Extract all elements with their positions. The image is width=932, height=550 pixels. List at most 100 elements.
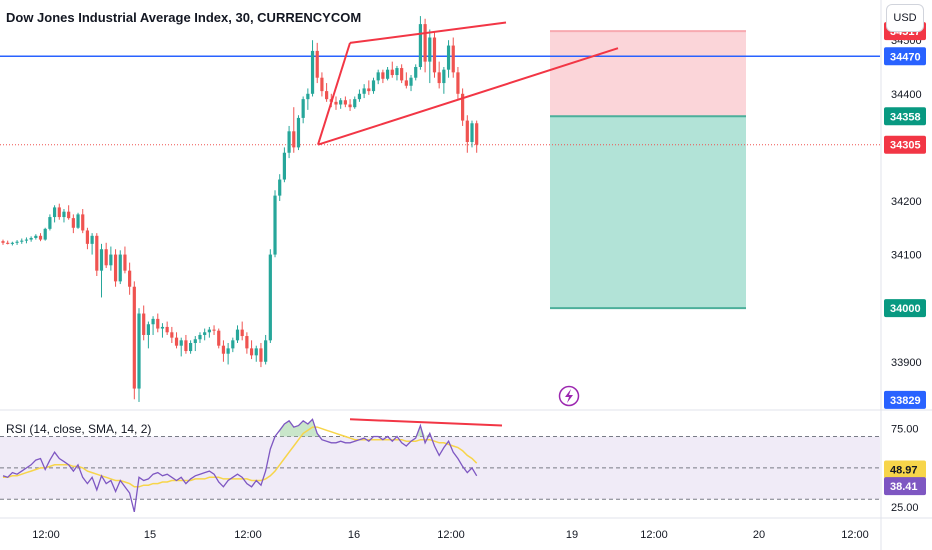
candle-body [451,45,455,73]
candle-body [123,254,127,271]
candle-body [132,286,136,389]
candle-body [10,242,14,244]
rsi-tag [884,477,926,496]
rsi-overbought-fill [279,419,430,437]
x-tick-label: 12:00 [234,529,262,541]
candle-body [174,337,179,346]
candle-body [371,80,376,92]
lightning-icon [558,385,580,407]
candle-body [259,348,263,362]
candle-body [320,77,324,92]
candle-body [353,99,357,108]
price-tag [884,390,926,409]
rsi-tick-label: 25.00 [891,502,919,514]
candle-body [128,270,132,287]
rsi-tag-label: 48.97 [890,465,918,477]
x-tick-label: 12:00 [640,529,668,541]
rsi-title: RSI (14, close, SMA, 14, 2) [6,422,152,436]
candle-body [156,318,160,329]
candle-body [235,329,240,341]
candle-body [20,240,24,242]
candle-body [310,50,315,94]
candle-body [296,117,301,148]
price-tag-label: 33829 [890,395,921,407]
y-tick-label: 34400 [891,89,922,101]
candle-body [418,24,423,67]
candle-body [273,195,277,255]
candle-body [193,339,197,344]
candle-body [461,93,465,121]
candle-body [334,101,338,105]
price-tag-label: 34358 [890,111,921,123]
candle-body [137,313,141,389]
candle-body [240,329,244,337]
currency-button[interactable]: USD [886,4,924,32]
candle-body [67,211,71,219]
candle-body [306,93,310,100]
price-tag-label: 34000 [890,303,921,315]
candle-body [226,348,230,354]
candle-body [357,93,362,100]
y-tick-label: 34100 [891,250,922,262]
price-tag [884,47,926,66]
x-tick-label: 12:00 [437,529,465,541]
rsi-divergence-line [349,418,503,427]
candle-body [409,77,413,86]
candle-body [390,69,394,76]
candle-body [24,239,29,241]
x-tick-label: 19 [566,529,578,541]
candle-body [367,88,371,92]
y-tick-label: 34200 [891,196,922,208]
candle-body [442,69,446,84]
candle-body [52,207,57,218]
candle-body [48,217,52,229]
candle-body [6,242,10,244]
candle-body [15,241,19,243]
candle-body [231,340,235,349]
candle-body [339,100,343,105]
candle-body [348,104,352,108]
candle-body [264,340,268,362]
candle-body [62,211,66,218]
rsi-sma-line [3,426,478,488]
y-tick-label: 33900 [891,357,922,369]
candle-body [404,80,408,86]
trendline [317,42,351,146]
rsi-line [2,418,478,513]
candle-body [1,241,5,243]
candle-body [381,72,385,79]
trendline [349,21,507,44]
x-tick-label: 16 [348,529,360,541]
candle-body [57,207,61,218]
chart-title: Dow Jones Industrial Average Index, 30, … [6,10,362,25]
candle-body [475,123,479,145]
candle-body [282,152,286,180]
rsi-band [0,436,880,500]
candle-body [221,345,226,354]
candle-body [315,50,319,78]
candle-body [203,332,207,335]
candle-body [90,235,94,244]
candle-body [292,131,296,148]
candle-body [34,235,38,238]
candle-body [385,69,390,79]
candle-body [249,348,254,356]
candle-body [146,324,150,335]
candle-body [99,249,104,271]
x-tick-label: 20 [753,529,765,541]
candle-body [113,254,118,282]
stop-loss-zone [550,31,746,117]
rsi-tag [884,460,926,479]
candle-body [446,45,451,70]
candle-body [207,329,211,333]
x-tick-label: 12:00 [841,529,869,541]
candle-body [160,326,165,329]
candle-body [362,88,366,94]
candle-body [325,91,329,100]
candle-body [95,235,99,271]
candle-body [254,348,258,356]
price-tag [884,299,926,318]
candle-body [287,131,291,153]
candle-body [76,214,80,228]
